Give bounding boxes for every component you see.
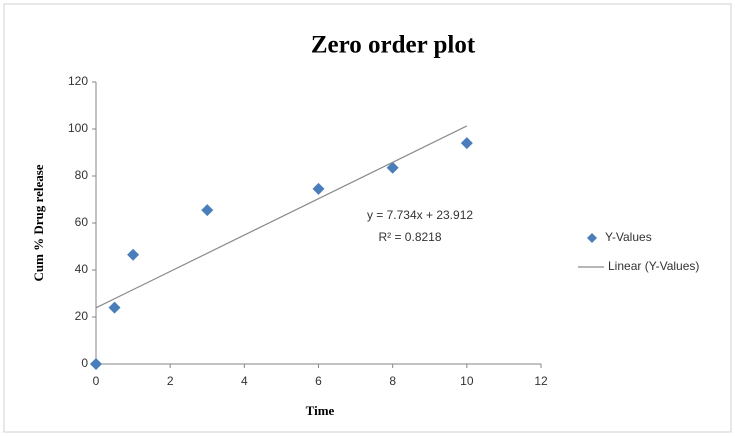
- y-axis-label: Cum % Drug release: [31, 164, 46, 281]
- x-axis-label: Time: [306, 403, 335, 418]
- chart-border: [3, 3, 732, 433]
- y-tick-label: 120: [68, 74, 88, 88]
- data-point: [201, 204, 214, 217]
- x-tick-label: 8: [389, 374, 396, 388]
- x-tick-label: 12: [534, 374, 548, 388]
- x-tick-label: 6: [315, 374, 322, 388]
- annotation: R² = 0.8218: [378, 230, 441, 244]
- data-point: [460, 137, 473, 150]
- data-point: [108, 301, 121, 314]
- y-tick-label: 80: [75, 168, 89, 182]
- legend-label: Y-Values: [605, 230, 652, 244]
- trend-line: [95, 125, 468, 309]
- chart-title: Zero order plot: [311, 32, 476, 59]
- y-tick-label: 60: [75, 215, 89, 229]
- x-tick-label: 10: [460, 374, 474, 388]
- data-point: [90, 358, 102, 370]
- y-tick-label: 100: [68, 121, 88, 135]
- x-tick-label: 4: [241, 374, 248, 388]
- y-tick-label: 0: [81, 356, 88, 370]
- y-tick-label: 20: [75, 309, 89, 323]
- y-tick-label: 40: [75, 262, 89, 276]
- x-tick-label: 2: [167, 374, 174, 388]
- data-point: [312, 182, 325, 195]
- x-tick-label: 0: [93, 374, 100, 388]
- annotation: y = 7.734x + 23.912: [367, 208, 473, 222]
- data-point: [127, 248, 140, 261]
- legend-marker: [587, 233, 597, 243]
- data-point: [386, 161, 399, 174]
- legend-label: Linear (Y-Values): [608, 259, 699, 273]
